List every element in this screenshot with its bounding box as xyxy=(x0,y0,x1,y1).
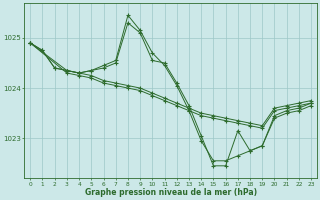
X-axis label: Graphe pression niveau de la mer (hPa): Graphe pression niveau de la mer (hPa) xyxy=(84,188,257,197)
